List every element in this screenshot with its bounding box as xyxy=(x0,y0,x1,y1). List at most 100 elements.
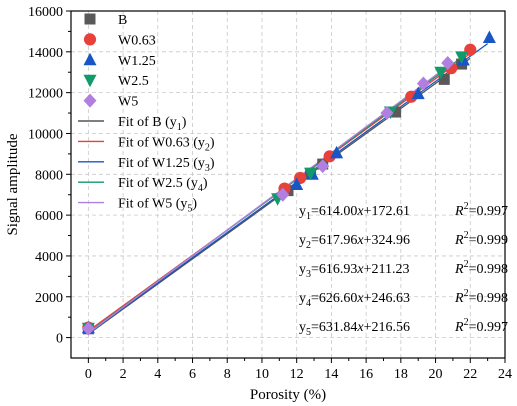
legend-label: W5 xyxy=(118,95,138,110)
legend-close-paren: ) xyxy=(203,176,208,191)
legend-close-paren: ) xyxy=(182,115,187,130)
point-triangle-up xyxy=(83,52,97,66)
eq-var: x xyxy=(356,233,364,248)
y-tick-label: 12000 xyxy=(28,87,63,102)
r-superscript: 2 xyxy=(464,317,469,328)
eq-sub: 2 xyxy=(306,240,311,251)
eq-y: y xyxy=(299,320,306,335)
r-symbol: R xyxy=(454,204,464,219)
eq-sub: 3 xyxy=(306,269,311,280)
point-diamond xyxy=(380,106,394,121)
legend-label: W2.5 xyxy=(118,74,149,89)
eq-var: x xyxy=(356,320,364,335)
fit-equation: y4=626.60x+246.63 xyxy=(299,291,410,309)
eq-sub: 5 xyxy=(306,327,311,338)
point-square xyxy=(390,106,402,118)
eq-var: x xyxy=(356,204,364,219)
r-symbol: R xyxy=(454,291,464,306)
point-circle xyxy=(83,33,97,46)
r-value: =0.998 xyxy=(469,262,508,277)
y-tick-label: 0 xyxy=(56,332,63,347)
legend-close-paren: ) xyxy=(192,197,197,212)
point-diamond xyxy=(83,93,97,108)
eq-body: =617.96 xyxy=(311,233,357,248)
data-points xyxy=(81,30,496,336)
legend: B W0.63 W1.25 W2.5 W5 Fit of B (y1) Fit of W0.… xyxy=(78,13,215,215)
legend-subscript: 1 xyxy=(177,122,182,133)
eq-body: =614.00 xyxy=(311,204,357,219)
point-square xyxy=(84,13,96,25)
eq-var: x xyxy=(356,262,364,277)
eq-y: y xyxy=(299,233,306,248)
x-tick-label: 0 xyxy=(85,367,92,382)
legend-label: Fit of W2.5 (y4) xyxy=(118,176,208,194)
y-tick-label: 8000 xyxy=(35,168,63,183)
eq-y: y xyxy=(299,204,306,219)
r-value: =0.999 xyxy=(469,233,508,248)
r-squared: R2=0.997 xyxy=(454,201,508,219)
eq-body: =631.84 xyxy=(311,320,357,335)
x-tick-label: 8 xyxy=(224,367,231,382)
legend-label: B xyxy=(118,13,127,28)
fit-equation: y2=617.96x+324.96 xyxy=(299,233,410,251)
r-superscript: 2 xyxy=(464,230,469,241)
point-triangle-down xyxy=(434,66,448,80)
y-tick-label: 2000 xyxy=(35,291,63,306)
r-squared: R2=0.999 xyxy=(454,230,508,248)
x-tick-label: 24 xyxy=(498,367,512,382)
point-triangle-down xyxy=(304,167,318,181)
axes: 0 2 4 6 8 10 12 14 16 18 20 22 240200040006000800010… xyxy=(28,5,512,382)
r-value: =0.997 xyxy=(469,204,508,219)
x-tick-label: 12 xyxy=(290,367,304,382)
y-tick-label: 4000 xyxy=(35,250,63,265)
y-axis-label: Signal amplitude xyxy=(5,133,21,235)
fit-equation: y1=614.00x+172.61 xyxy=(299,204,410,222)
r-value: =0.997 xyxy=(469,320,508,335)
legend-close-paren: ) xyxy=(210,156,215,171)
legend-subscript: 3 xyxy=(205,163,210,174)
r-superscript: 2 xyxy=(464,288,469,299)
point-triangle-down xyxy=(83,74,97,88)
eq-intercept: +211.23 xyxy=(364,262,410,277)
point-triangle-up xyxy=(482,30,496,44)
point-diamond xyxy=(416,76,430,91)
point-diamond xyxy=(276,187,290,202)
legend-label: W0.63 xyxy=(118,33,156,48)
x-tick-label: 2 xyxy=(120,367,127,382)
eq-y: y xyxy=(299,291,306,306)
r-squared: R2=0.998 xyxy=(454,288,508,306)
legend-label: Fit of B (y1) xyxy=(118,115,187,133)
y-tick-label: 16000 xyxy=(28,5,63,20)
fit-equation: y3=616.93x+211.23 xyxy=(299,262,410,280)
legend-label: Fit of W5 (y5) xyxy=(118,197,197,215)
r-symbol: R xyxy=(454,320,464,335)
legend-label: Fit of W1.25 (y3) xyxy=(118,156,215,174)
eq-var: x xyxy=(356,291,364,306)
point-diamond xyxy=(441,56,455,71)
eq-body: =626.60 xyxy=(311,291,357,306)
legend-close-paren: ) xyxy=(210,135,215,150)
eq-intercept: +172.61 xyxy=(364,204,410,219)
y-tick-label: 10000 xyxy=(28,127,63,142)
r-superscript: 2 xyxy=(464,201,469,212)
fit-equation: y5=631.84x+216.56 xyxy=(299,320,410,338)
x-tick-label: 16 xyxy=(359,367,373,382)
legend-subscript: 2 xyxy=(205,142,210,153)
legend-label: Fit of W0.63 (y2) xyxy=(118,135,215,153)
r-value: =0.998 xyxy=(469,291,508,306)
x-tick-label: 14 xyxy=(324,367,338,382)
eq-y: y xyxy=(299,262,306,277)
plot-frame xyxy=(70,10,506,359)
x-tick-label: 4 xyxy=(154,367,161,382)
r-symbol: R xyxy=(454,262,464,277)
eq-intercept: +216.56 xyxy=(364,320,410,335)
legend-subscript: 4 xyxy=(198,183,203,194)
eq-intercept: +246.63 xyxy=(364,291,410,306)
point-triangle-up xyxy=(290,177,304,190)
point-triangle-down xyxy=(455,51,469,64)
point-triangle-up xyxy=(330,145,344,159)
x-tick-label: 10 xyxy=(255,367,269,382)
eq-body: =616.93 xyxy=(311,262,357,277)
eq-sub: 1 xyxy=(306,211,311,222)
